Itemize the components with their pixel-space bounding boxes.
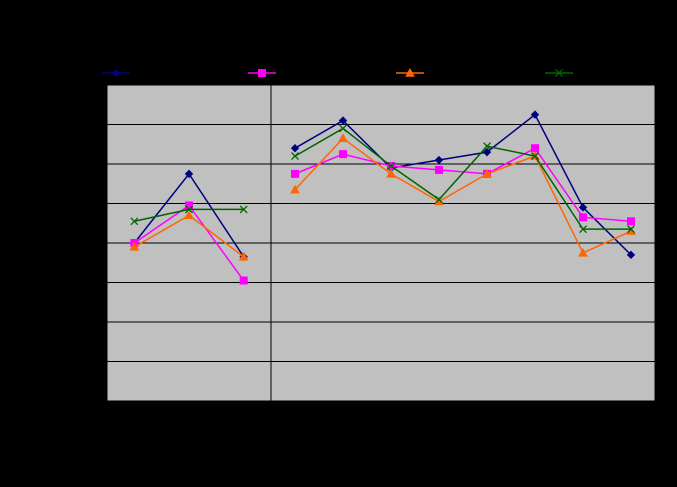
series-2-point bbox=[627, 217, 635, 226]
plot-area bbox=[106, 84, 656, 402]
series-3-point bbox=[184, 210, 194, 220]
series-4-point-stroke bbox=[627, 225, 635, 234]
legend bbox=[102, 67, 573, 78]
series-4-point bbox=[579, 225, 587, 234]
series-1-point bbox=[578, 203, 588, 212]
series-4-point-stroke bbox=[130, 217, 139, 226]
series-4-point-stroke bbox=[483, 142, 491, 151]
series-3-point bbox=[386, 168, 396, 178]
series-2-point bbox=[531, 144, 539, 153]
series-4-point-stroke bbox=[185, 205, 193, 214]
series-4-point bbox=[291, 152, 299, 161]
series-4-point bbox=[339, 124, 347, 133]
series-4-point bbox=[239, 205, 248, 214]
legend-marker-1 bbox=[111, 68, 121, 78]
series-4-point-stroke bbox=[291, 152, 299, 161]
series-3-point bbox=[482, 168, 492, 178]
series-2-point bbox=[291, 169, 299, 178]
series-1-point bbox=[482, 147, 492, 157]
series-3-point bbox=[338, 133, 348, 143]
series-1-point bbox=[530, 110, 540, 119]
series-4-point bbox=[185, 205, 193, 214]
series-2-point bbox=[435, 165, 443, 174]
series-3-line bbox=[294, 137, 632, 254]
series-2-point bbox=[185, 201, 193, 210]
series-1-point bbox=[626, 250, 636, 260]
legend-marker-3 bbox=[405, 67, 415, 77]
series-1-line bbox=[294, 113, 632, 256]
series-4-point-stroke bbox=[239, 205, 248, 214]
series-4-point bbox=[627, 225, 635, 234]
legend-marker-2 bbox=[258, 69, 266, 77]
legend-marker-4 bbox=[555, 69, 563, 77]
series-4-point bbox=[531, 152, 539, 161]
series-1-point bbox=[434, 155, 444, 165]
series-4-point bbox=[483, 142, 491, 151]
series-3-point bbox=[129, 241, 140, 251]
series-2-point bbox=[579, 213, 587, 222]
series-1-point bbox=[338, 116, 348, 125]
series-4-point bbox=[130, 217, 139, 226]
series-2-point bbox=[339, 150, 347, 159]
series-3-point bbox=[290, 184, 300, 194]
series-1-point bbox=[184, 169, 194, 179]
series-4-point bbox=[387, 162, 395, 170]
series-3-point bbox=[238, 251, 249, 261]
series-3-point bbox=[578, 247, 588, 257]
series-4-line bbox=[294, 127, 631, 230]
series-4-point-stroke bbox=[531, 152, 539, 161]
legend-marker-4-stroke bbox=[555, 69, 563, 77]
series-4-point-stroke bbox=[339, 124, 347, 133]
series-2-point bbox=[239, 276, 248, 285]
series-4-point-stroke bbox=[387, 162, 395, 170]
series-4-point-stroke bbox=[579, 225, 587, 234]
series-1-point bbox=[290, 143, 300, 153]
series-4-point-stroke bbox=[435, 195, 443, 204]
series-4-point bbox=[435, 195, 443, 204]
